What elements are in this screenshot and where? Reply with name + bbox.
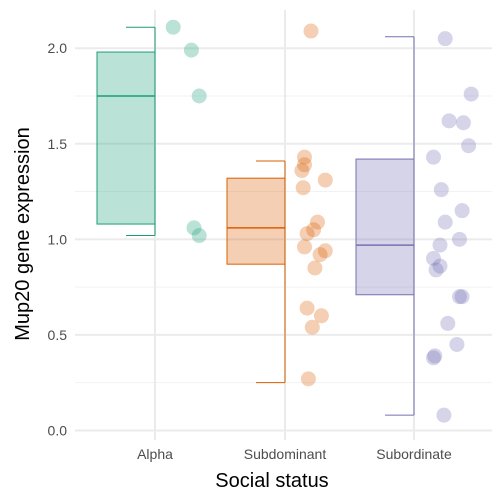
data-point — [301, 371, 316, 386]
data-point — [429, 262, 444, 277]
x-tick-label: Subdominant — [244, 446, 327, 462]
y-tick-label: 1.5 — [48, 136, 68, 152]
data-point — [455, 289, 470, 304]
data-point — [184, 43, 199, 58]
data-point — [192, 89, 207, 104]
data-point — [456, 115, 471, 130]
y-tick-label: 0.0 — [48, 422, 68, 438]
y-tick-label: 0.5 — [48, 327, 68, 343]
data-point — [305, 320, 320, 335]
data-point — [294, 163, 309, 178]
data-point — [455, 203, 470, 218]
y-tick-label: 2.0 — [48, 40, 68, 56]
data-point — [440, 316, 455, 331]
data-point — [452, 232, 467, 247]
data-point — [426, 350, 441, 365]
x-axis-title: Social status — [215, 470, 328, 492]
data-point — [442, 113, 457, 128]
data-point — [313, 247, 328, 262]
box-subdominant — [227, 178, 285, 264]
data-point — [296, 180, 311, 195]
data-point — [166, 20, 181, 35]
data-point — [192, 228, 207, 243]
y-axis-title: Mup20 gene expression — [12, 127, 34, 340]
data-point — [426, 150, 441, 165]
data-point — [434, 182, 449, 197]
data-point — [438, 215, 453, 230]
data-point — [433, 238, 448, 253]
data-point — [300, 301, 315, 316]
data-point — [461, 138, 476, 153]
data-point — [318, 173, 333, 188]
data-point — [300, 226, 315, 241]
box-alpha — [97, 52, 155, 224]
data-point — [438, 31, 453, 46]
data-point — [464, 87, 479, 102]
data-point — [449, 337, 464, 352]
x-tick-label: Subordinate — [376, 446, 452, 462]
y-tick-label: 1.0 — [48, 231, 68, 247]
data-point — [436, 408, 451, 423]
data-point — [307, 261, 322, 276]
data-point — [297, 239, 312, 254]
data-point — [304, 24, 319, 39]
box-subordinate — [356, 159, 414, 295]
x-tick-label: Alpha — [137, 446, 173, 462]
